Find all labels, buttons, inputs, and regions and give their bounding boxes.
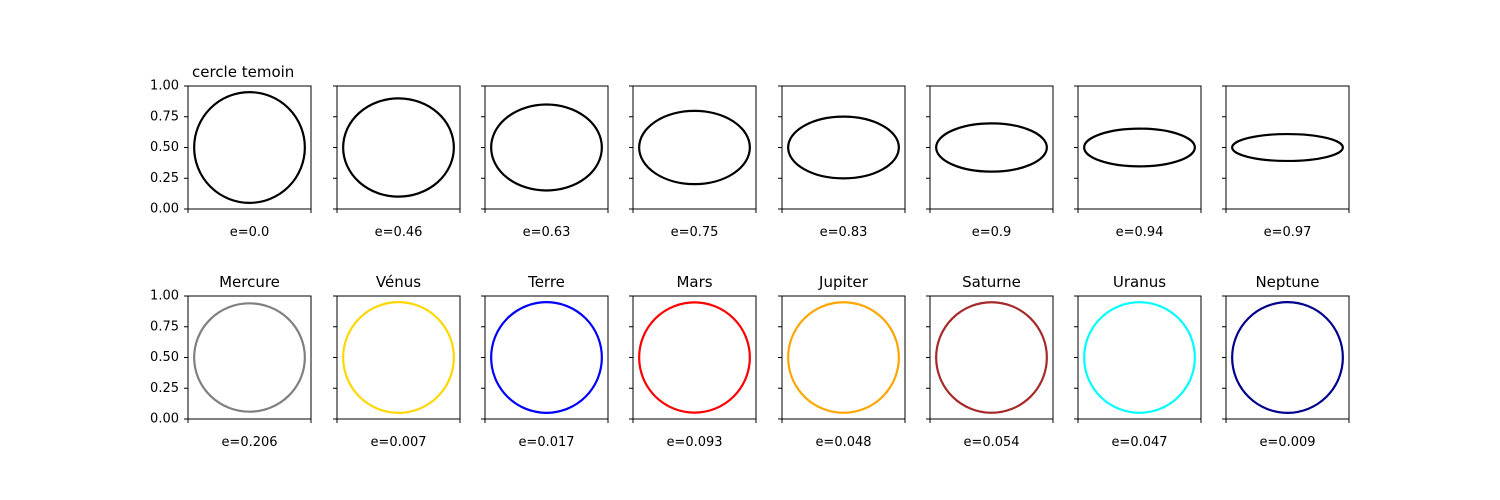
y-tick-label: 0.00: [150, 202, 179, 217]
orbit-ellipse: [936, 123, 1047, 171]
panel-frame: [485, 296, 608, 419]
planet-title: Saturne: [962, 273, 1021, 291]
eccentricity-label: e=0.054: [963, 435, 1019, 450]
eccentricity-label: e=0.83: [820, 225, 868, 240]
eccentricity-label: e=0.017: [518, 435, 574, 450]
y-tick-label: 0.00: [150, 412, 179, 427]
planet-title: Mercure: [219, 273, 280, 291]
planet-title: Neptune: [1255, 273, 1319, 291]
orbit-ellipse: [936, 302, 1047, 413]
eccentricity-label: e=0.46: [375, 225, 423, 240]
eccentricity-label: e=0.009: [1259, 435, 1315, 450]
panel-frame: [633, 296, 756, 419]
eccentricity-label: e=0.206: [221, 435, 277, 450]
planet-title: Terre: [527, 273, 565, 291]
panel-frame: [337, 296, 460, 419]
panel-frame: [188, 86, 311, 209]
y-tick-label: 0.50: [150, 350, 179, 365]
y-tick-label: 0.25: [150, 381, 179, 396]
y-tick-label: 0.25: [150, 171, 179, 186]
panel-frame: [930, 86, 1053, 209]
y-tick-label: 1.00: [150, 289, 179, 304]
y-tick-label: 0.75: [150, 319, 179, 334]
orbit-ellipse: [639, 111, 750, 184]
eccentricity-label: e=0.9: [972, 225, 1012, 240]
eccentricity-label: e=0.048: [815, 435, 871, 450]
panel-frame: [1078, 86, 1201, 209]
panel-frame: [188, 296, 311, 419]
orbit-ellipse: [639, 302, 750, 412]
panel-frame: [782, 86, 905, 209]
planet-title: Vénus: [376, 273, 421, 291]
y-tick-label: 0.75: [150, 109, 179, 124]
panel-frame: [930, 296, 1053, 419]
eccentricity-label: e=0.63: [523, 225, 571, 240]
orbit-ellipse: [1084, 129, 1195, 167]
eccentricity-label: e=0.97: [1264, 225, 1312, 240]
orbit-ellipse: [343, 302, 454, 413]
orbit-ellipse: [1232, 134, 1343, 161]
orbit-ellipse: [788, 117, 899, 179]
eccentricity-label: e=0.007: [370, 435, 426, 450]
planet-title: Mars: [676, 273, 712, 291]
panel-frame: [1078, 296, 1201, 419]
panel-frame: [782, 296, 905, 419]
eccentricity-label: e=0.0: [230, 225, 270, 240]
orbit-ellipse: [1232, 302, 1343, 413]
panel-frame: [337, 86, 460, 209]
y-tick-label: 1.00: [150, 79, 179, 94]
eccentricity-label: e=0.047: [1111, 435, 1167, 450]
orbit-ellipse: [343, 98, 454, 196]
panel-frame: [1226, 296, 1349, 419]
row-title: cercle temoin: [192, 63, 294, 81]
orbit-ellipse: [194, 92, 305, 203]
orbit-ellipse: [788, 302, 899, 413]
orbit-ellipse: [194, 303, 305, 411]
orbit-ellipse: [491, 302, 602, 413]
orbit-ellipse: [1084, 302, 1195, 413]
y-tick-label: 0.50: [150, 140, 179, 155]
orbit-ellipse: [491, 105, 602, 191]
planet-title: Jupiter: [818, 273, 869, 291]
eccentricity-label: e=0.94: [1116, 225, 1164, 240]
panel-frame: [633, 86, 756, 209]
eccentricity-label: e=0.093: [666, 435, 722, 450]
planet-title: Uranus: [1113, 273, 1166, 291]
eccentricity-label: e=0.75: [671, 225, 719, 240]
panel-frame: [1226, 86, 1349, 209]
